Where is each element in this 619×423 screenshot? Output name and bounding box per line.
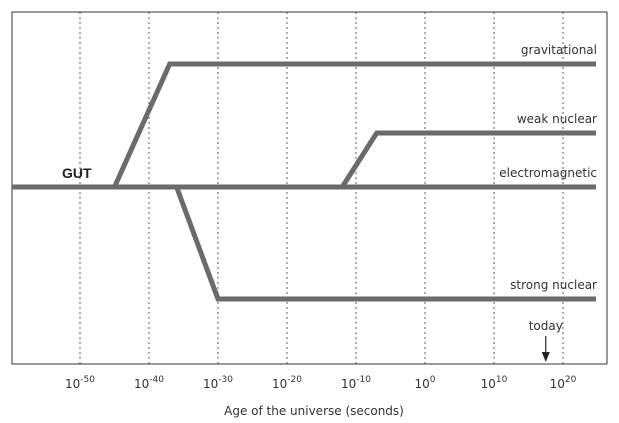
tick-labels: 10-50 10-40 10-30 10-20 10-10 100 1010 1020 — [65, 375, 577, 391]
force-label: electromagnetic — [499, 166, 597, 180]
force-labels: gravitational weak nuclear electromagnetic… — [499, 43, 597, 292]
force-label: weak nuclear — [517, 112, 597, 126]
force-lines — [12, 61, 596, 302]
x-tick-label: 10-20 — [272, 375, 302, 391]
x-tick-label: 10-40 — [134, 375, 164, 391]
x-tick-label: 10-30 — [203, 375, 233, 391]
force-line-weak-nuclear — [340, 130, 596, 189]
today-label: today — [529, 319, 563, 333]
x-tick-label: 10-50 — [65, 375, 95, 391]
x-tick-label: 1010 — [481, 375, 508, 391]
force-label: gravitational — [521, 43, 597, 57]
gut-label: GUT — [62, 165, 92, 181]
x-tick-label: 10-10 — [341, 375, 371, 391]
today-arrow-head — [541, 352, 550, 362]
x-tick-label: 100 — [414, 375, 435, 391]
x-axis-title: Age of the universe (seconds) — [224, 404, 404, 418]
force-label: strong nuclear — [510, 278, 597, 292]
today-annotation: today — [529, 319, 563, 362]
x-tick-label: 1020 — [550, 375, 577, 391]
force-line-gravitational — [112, 61, 596, 189]
force-line-strong-nuclear — [174, 186, 596, 302]
